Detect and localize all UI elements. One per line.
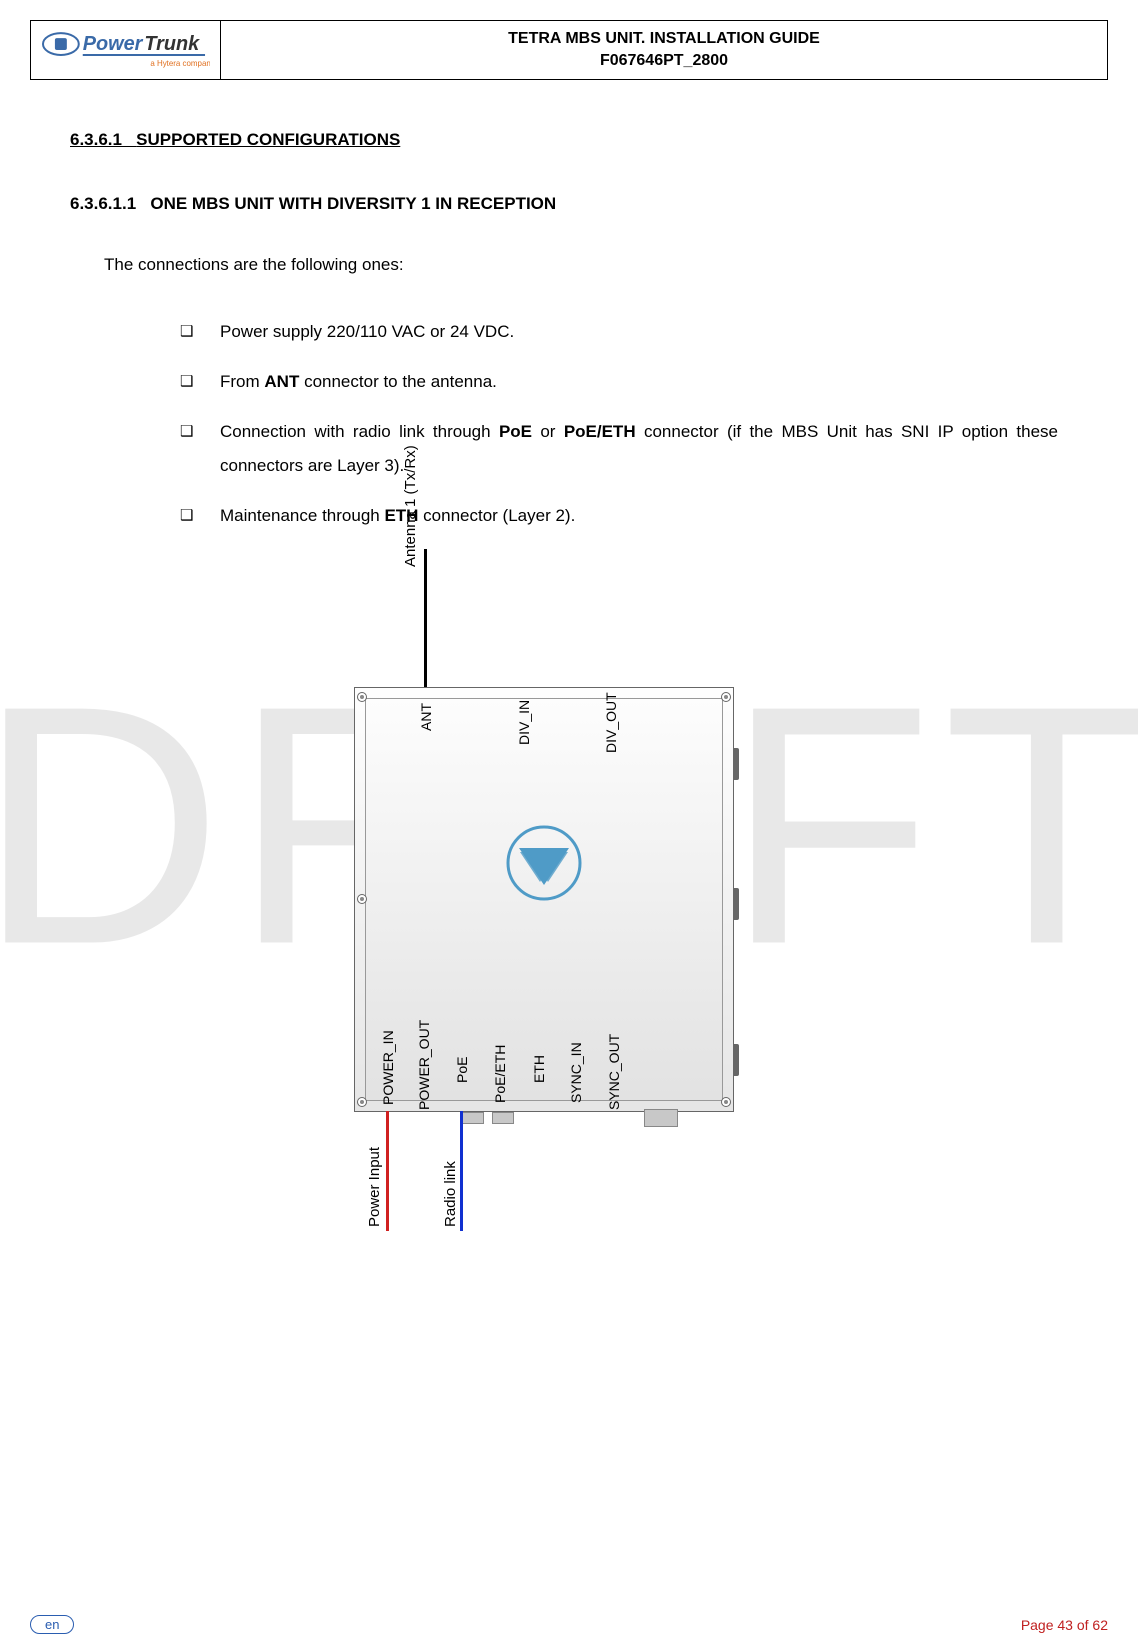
content: 6.3.6.1 SUPPORTED CONFIGURATIONS 6.3.6.1… xyxy=(30,130,1108,1269)
port-poe: PoE xyxy=(454,1056,470,1082)
header-title: TETRA MBS UNIT. INSTALLATION GUIDE F0676… xyxy=(221,28,1107,73)
power-cable xyxy=(386,1111,389,1231)
intro-text: The connections are the following ones: xyxy=(104,250,1058,281)
side-connector xyxy=(733,748,739,780)
header: Power Trunk a Hytera company TETRA MBS U… xyxy=(30,20,1108,80)
screw-icon xyxy=(357,692,367,702)
section-title: ONE MBS UNIT WITH DIVERSITY 1 IN RECEPTI… xyxy=(150,194,556,213)
page: Power Trunk a Hytera company TETRA MBS U… xyxy=(0,0,1138,1652)
bullet-2: From ANT connector to the antenna. xyxy=(180,365,1058,399)
port-power-in: POWER_IN xyxy=(380,1030,396,1105)
side-connector xyxy=(733,888,739,920)
section-num: 6.3.6.1 xyxy=(70,130,122,149)
header-title-line2: F067646PT_2800 xyxy=(221,50,1107,72)
bullet-3: Connection with radio link through PoE o… xyxy=(180,415,1058,483)
mbs-diagram: Antenna 1 (Tx/Rx) xyxy=(344,549,784,1269)
bullet-4: Maintenance through ETH connector (Layer… xyxy=(180,499,1058,533)
port-eth: ETH xyxy=(531,1055,547,1083)
language-pill: en xyxy=(30,1615,74,1634)
screw-icon xyxy=(357,1097,367,1107)
diagram-container: Antenna 1 (Tx/Rx) xyxy=(70,549,1058,1269)
port-div-out: DIV_OUT xyxy=(603,692,619,753)
port-ant: ANT xyxy=(418,703,434,731)
radio-link-label: Radio link xyxy=(442,1161,459,1227)
screw-icon xyxy=(357,894,367,904)
connector-stub xyxy=(462,1112,484,1124)
antenna-cable xyxy=(424,549,427,689)
device-logo-icon xyxy=(499,823,589,903)
antenna-label: Antenna 1 (Tx/Rx) xyxy=(402,445,419,567)
svg-text:Power: Power xyxy=(83,33,144,55)
heading-63611: 6.3.6.1.1 ONE MBS UNIT WITH DIVERSITY 1 … xyxy=(70,194,1058,214)
radio-cable xyxy=(460,1111,463,1231)
heading-6361: 6.3.6.1 SUPPORTED CONFIGURATIONS xyxy=(70,130,1058,150)
port-poe-eth: PoE/ETH xyxy=(492,1044,508,1102)
side-connector xyxy=(733,1044,739,1076)
powertrunk-logo: Power Trunk a Hytera company xyxy=(41,26,210,74)
screw-icon xyxy=(721,1097,731,1107)
mbs-unit xyxy=(354,687,734,1112)
svg-text:Trunk: Trunk xyxy=(144,33,200,55)
footer: en Page 43 of 62 xyxy=(30,1615,1108,1634)
port-div-in: DIV_IN xyxy=(516,699,532,744)
bullet-1: Power supply 220/110 VAC or 24 VDC. xyxy=(180,315,1058,349)
power-input-label: Power Input xyxy=(366,1147,383,1227)
section-title: SUPPORTED CONFIGURATIONS xyxy=(136,130,400,149)
connector-stub xyxy=(492,1112,514,1124)
port-sync-in: SYNC_IN xyxy=(568,1042,584,1103)
screw-icon xyxy=(721,692,731,702)
svg-text:a Hytera company: a Hytera company xyxy=(150,59,210,68)
connector-stub xyxy=(644,1109,678,1127)
logo-box: Power Trunk a Hytera company xyxy=(31,21,221,79)
page-number: Page 43 of 62 xyxy=(1021,1617,1108,1633)
port-power-out: POWER_OUT xyxy=(416,1019,432,1109)
port-sync-out: SYNC_OUT xyxy=(606,1033,622,1109)
bullet-list: Power supply 220/110 VAC or 24 VDC. From… xyxy=(180,315,1058,533)
header-title-line1: TETRA MBS UNIT. INSTALLATION GUIDE xyxy=(221,28,1107,50)
section-num: 6.3.6.1.1 xyxy=(70,194,136,213)
